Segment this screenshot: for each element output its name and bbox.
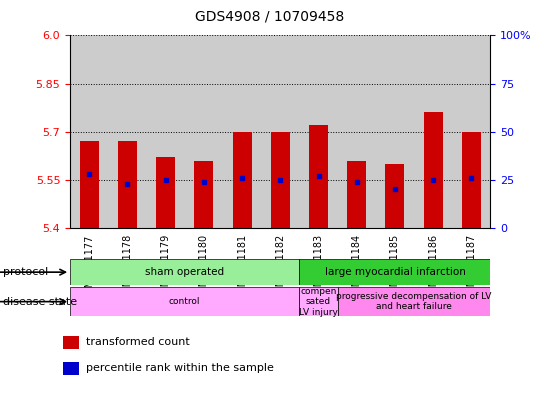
- Text: GDS4908 / 10709458: GDS4908 / 10709458: [195, 10, 344, 24]
- Text: progressive decompensation of LV
and heart failure: progressive decompensation of LV and hea…: [336, 292, 492, 311]
- Bar: [385, 164, 404, 228]
- Text: control: control: [169, 297, 201, 306]
- Bar: [271, 132, 290, 228]
- Text: compen
sated
LV injury: compen sated LV injury: [299, 287, 338, 316]
- Bar: [232, 132, 252, 228]
- Bar: [299, 259, 490, 285]
- Text: transformed count: transformed count: [86, 337, 190, 347]
- Text: large myocardial infarction: large myocardial infarction: [324, 267, 465, 277]
- Bar: [194, 160, 213, 228]
- Bar: [347, 160, 367, 228]
- Text: sham operated: sham operated: [145, 267, 224, 277]
- Bar: [424, 112, 443, 228]
- Text: disease state: disease state: [3, 297, 77, 307]
- Bar: [70, 259, 299, 285]
- Bar: [337, 287, 490, 316]
- Bar: [309, 125, 328, 228]
- Text: protocol: protocol: [3, 267, 48, 277]
- Text: percentile rank within the sample: percentile rank within the sample: [86, 363, 274, 373]
- Bar: [63, 336, 79, 349]
- Bar: [63, 362, 79, 375]
- Bar: [80, 141, 99, 228]
- Bar: [299, 287, 337, 316]
- Bar: [118, 141, 137, 228]
- Bar: [462, 132, 481, 228]
- Bar: [156, 157, 175, 228]
- Bar: [70, 287, 299, 316]
